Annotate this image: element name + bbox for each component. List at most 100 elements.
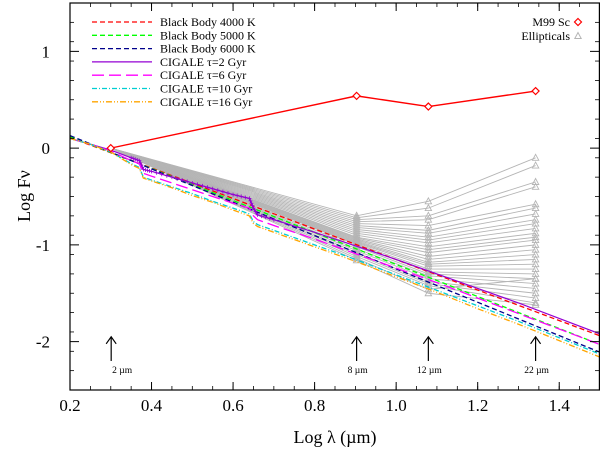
legend-label-cig6: CIGALE τ=6 Gyr	[160, 68, 246, 82]
elliptical-curve-12	[110, 147, 536, 254]
elliptical-point	[531, 269, 540, 277]
elliptical-curve-9	[110, 147, 536, 244]
cigale-marker	[250, 203, 255, 208]
x-tick-label: 0.8	[304, 396, 325, 415]
cigale-marker	[141, 167, 146, 172]
m99-point	[106, 143, 116, 153]
elliptical-curve-11	[110, 147, 536, 251]
elliptical-curve-20	[110, 147, 536, 280]
elliptical-curve-5	[110, 147, 536, 231]
cigale-marker	[200, 183, 205, 188]
legend-label-m99: M99 Sc	[532, 15, 570, 29]
cigale-marker	[154, 170, 159, 175]
x-tick-label: 1.2	[467, 396, 488, 415]
cigale-marker	[145, 168, 150, 173]
x-tick-label: 1.4	[549, 396, 571, 415]
series-line-bb4000	[70, 136, 600, 337]
elliptical-point	[531, 223, 540, 232]
cigale-marker	[149, 169, 154, 174]
x-tick-label: 0.2	[59, 396, 80, 415]
legend-label-cig10: CIGALE τ=10 Gyr	[160, 82, 252, 96]
cigale-marker	[169, 175, 174, 180]
axis-ticks: 0.2 0.4 0.6 0.8 1.0 1.2 1.4 1 0 -1 -2	[36, 2, 600, 415]
elliptical-point	[531, 235, 540, 243]
elliptical-point	[424, 259, 433, 268]
cigale-marker	[190, 180, 195, 185]
elliptical-point	[531, 300, 540, 308]
elliptical-curve-6	[110, 147, 536, 234]
legend-marker-ellipticals	[573, 31, 583, 39]
y-tick-label: 0	[42, 139, 51, 158]
cigale-marker	[195, 182, 200, 187]
cigale-marker	[220, 189, 225, 194]
elliptical-point	[531, 259, 540, 268]
elliptical-curve-4	[110, 147, 536, 226]
legend-label-ell: Ellipticals	[521, 29, 570, 43]
m99-point	[424, 102, 433, 111]
elliptical-curve-17	[110, 147, 536, 267]
arrow-head	[105, 335, 117, 345]
elliptical-point	[531, 215, 540, 223]
elliptical-curve-2	[110, 147, 536, 221]
cigale-marker	[235, 193, 240, 198]
elliptical-point	[531, 250, 540, 258]
plot-frame	[69, 2, 600, 391]
elliptical-point	[531, 240, 540, 248]
cigale-marker	[164, 173, 169, 178]
elliptical-curve-3	[110, 147, 536, 223]
elliptical-point	[531, 298, 540, 306]
annotation-label: 12 µm	[417, 366, 442, 376]
annotation-label: 22 µm	[524, 366, 549, 376]
elliptical-point	[531, 254, 540, 263]
cigale-marker	[239, 194, 244, 199]
cigale-marker	[259, 214, 264, 219]
cigale-marker	[135, 157, 140, 162]
arrow-head	[530, 335, 542, 345]
legend-marker-m99	[573, 17, 583, 27]
cigale-marker	[249, 201, 254, 206]
cigale-marker	[133, 157, 138, 162]
cigale-marker	[255, 212, 260, 217]
cigale-marker	[225, 191, 230, 196]
elliptical-point	[531, 219, 540, 227]
elliptical-curve-10	[110, 147, 536, 248]
arrow-head	[422, 335, 434, 345]
cigale-marker	[231, 192, 236, 197]
cigale-marker	[131, 156, 136, 161]
model-series-layer	[70, 134, 600, 358]
cigale-marker	[215, 188, 220, 193]
elliptical-point	[352, 253, 361, 262]
m99-point	[531, 86, 540, 96]
series-line-cig6	[70, 137, 600, 346]
legend-label-bb5000: Black Body 5000 K	[160, 28, 256, 42]
x-tick-label: 0.4	[141, 396, 163, 415]
legend-label-cig2: CIGALE τ=2 Gyr	[160, 55, 246, 69]
y-tick-label: 1	[42, 42, 51, 61]
m99-line	[110, 90, 536, 149]
series-line-cig16	[70, 137, 600, 358]
elliptical-point	[352, 252, 361, 260]
elliptical-point	[424, 269, 433, 277]
series-line-cig10	[70, 137, 600, 355]
annotation-label: 2 µm	[112, 366, 133, 376]
y-tick-label: -2	[36, 333, 50, 352]
elliptical-curve-1	[110, 147, 536, 219]
annotation-label: 8 µm	[348, 366, 369, 376]
elliptical-point	[531, 288, 540, 297]
cigale-marker	[159, 172, 164, 177]
elliptical-curve-8	[110, 147, 536, 241]
elliptical-curve-22	[110, 147, 536, 289]
elliptical-point	[531, 245, 540, 253]
elliptical-point	[531, 279, 540, 287]
cigale-marker	[180, 178, 185, 183]
y-axis-title: Log Fν	[14, 170, 34, 222]
elliptical-point	[424, 221, 433, 229]
elliptical-point	[531, 182, 540, 190]
m99-point	[352, 91, 361, 101]
elliptical-curve-18	[110, 147, 536, 270]
legend-label-cig16: CIGALE τ=16 Gyr	[160, 95, 252, 109]
cigale-marker	[267, 216, 272, 221]
arrow-head	[351, 335, 363, 345]
